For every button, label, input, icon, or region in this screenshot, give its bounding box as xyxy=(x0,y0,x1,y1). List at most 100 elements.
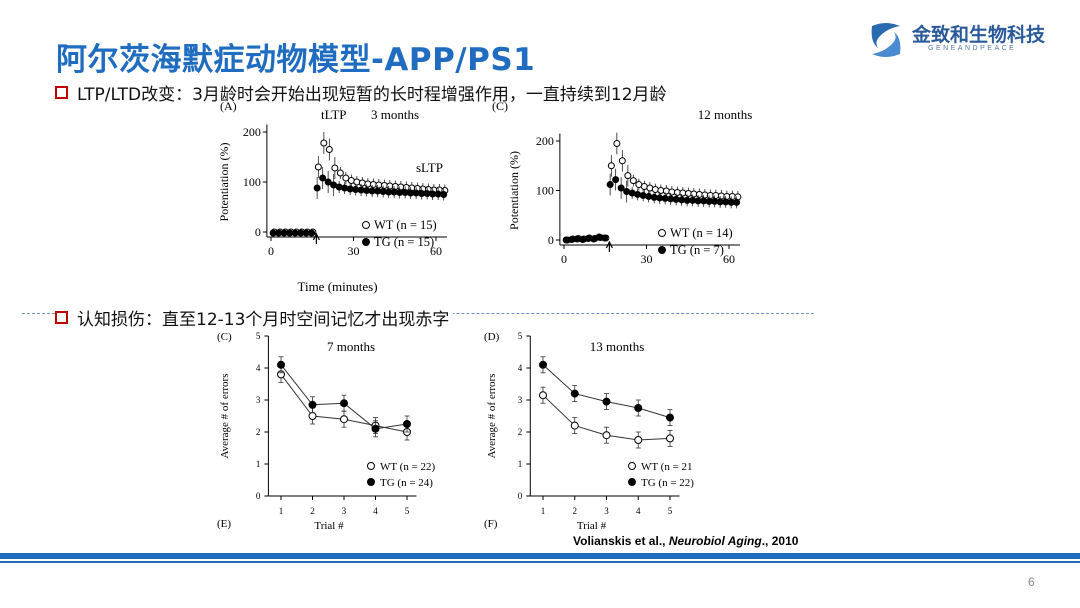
data-point xyxy=(672,195,680,203)
data-point xyxy=(430,186,438,194)
legend-marker xyxy=(628,478,636,486)
y-tick-label: 1 xyxy=(256,459,261,469)
legend-label: TG (n = 22) xyxy=(641,477,694,489)
legend-marker xyxy=(628,462,636,470)
data-point xyxy=(352,186,360,193)
data-point xyxy=(424,186,432,193)
data-point xyxy=(650,193,658,201)
data-point xyxy=(684,189,692,197)
data-point xyxy=(276,228,284,236)
data-point xyxy=(701,191,709,199)
data-point xyxy=(308,229,316,237)
y-tick-label: 4 xyxy=(256,363,261,373)
data-point xyxy=(374,187,382,195)
citation-authors: Volianskis et al., xyxy=(573,534,669,548)
data-point xyxy=(602,234,610,242)
panel-title: 13 months xyxy=(590,339,645,354)
panel-bg xyxy=(500,328,710,533)
y-tick-label: 0 xyxy=(518,491,523,501)
footer-bar-thin xyxy=(0,561,1080,563)
data-point xyxy=(645,192,653,200)
bullet-box-icon xyxy=(55,86,68,99)
data-point xyxy=(712,191,720,199)
legend-marker xyxy=(362,221,370,229)
y-axis-label: Potentiation (%) xyxy=(217,143,231,222)
legend-label: TG (n = 24) xyxy=(380,477,433,489)
panel-bg xyxy=(233,104,453,290)
data-point xyxy=(723,192,731,200)
data-point xyxy=(371,424,380,433)
data-point xyxy=(286,229,294,237)
data-point xyxy=(319,174,327,182)
y-tick-label: 1 xyxy=(518,459,523,469)
y-tick-label: 5 xyxy=(256,331,261,341)
data-point xyxy=(335,183,343,191)
x-axis-label: Trial # xyxy=(314,520,344,532)
data-point xyxy=(717,192,725,200)
data-point xyxy=(386,182,394,190)
data-point xyxy=(591,235,599,243)
y-axis-label: Potentiation (%) xyxy=(507,151,521,230)
data-point xyxy=(539,391,547,400)
panel-label-below: (F) xyxy=(484,518,498,530)
data-point xyxy=(706,191,714,199)
data-point xyxy=(434,190,442,198)
data-point xyxy=(580,235,588,243)
data-point xyxy=(634,190,642,198)
bullet-box-icon xyxy=(55,311,68,324)
x-tick-label: 30 xyxy=(641,252,653,266)
data-point xyxy=(666,434,674,443)
stimulus-arrowhead xyxy=(605,240,613,249)
data-point xyxy=(412,189,420,197)
data-point xyxy=(314,163,322,171)
data-point xyxy=(403,428,411,436)
data-point xyxy=(624,172,632,180)
data-point xyxy=(629,177,637,185)
legend-marker xyxy=(658,246,666,254)
data-point xyxy=(602,397,611,406)
data-point xyxy=(303,228,311,236)
data-point xyxy=(270,228,278,236)
data-point xyxy=(539,360,547,369)
data-point xyxy=(298,228,306,236)
data-point xyxy=(419,185,427,193)
data-point xyxy=(357,186,365,194)
data-point xyxy=(346,185,354,193)
data-point xyxy=(396,189,404,196)
panel-title: 7 months xyxy=(327,339,375,354)
data-point xyxy=(287,228,295,236)
data-point xyxy=(342,174,350,182)
data-point xyxy=(668,188,676,196)
data-point xyxy=(275,229,283,237)
data-point xyxy=(353,178,361,186)
data-point xyxy=(281,228,289,236)
data-point xyxy=(595,233,603,241)
data-point xyxy=(728,192,736,200)
y-tick-label: 4 xyxy=(518,363,523,373)
data-point xyxy=(440,191,448,198)
x-tick-label: 3 xyxy=(342,506,347,516)
data-point xyxy=(590,235,598,243)
data-point xyxy=(277,360,285,369)
data-point xyxy=(291,229,299,237)
series-line xyxy=(280,374,408,433)
data-point xyxy=(331,164,339,172)
data-point xyxy=(607,162,615,170)
data-point xyxy=(330,181,338,189)
x-tick-label: 3 xyxy=(604,506,609,516)
data-point xyxy=(407,189,415,197)
data-point xyxy=(441,187,449,194)
x-tick-label: 0 xyxy=(268,244,274,258)
data-point xyxy=(340,415,348,424)
data-point xyxy=(666,413,674,422)
data-point xyxy=(435,186,443,194)
data-point xyxy=(408,184,416,192)
data-point xyxy=(368,187,376,195)
data-point xyxy=(423,190,431,197)
stimulus-arrowhead xyxy=(312,232,320,241)
panel-label-below: (E) xyxy=(217,518,231,530)
data-point xyxy=(584,235,592,243)
data-point xyxy=(364,180,372,188)
y-tick-label: 3 xyxy=(256,395,261,405)
panel-label: (D) xyxy=(484,331,500,343)
